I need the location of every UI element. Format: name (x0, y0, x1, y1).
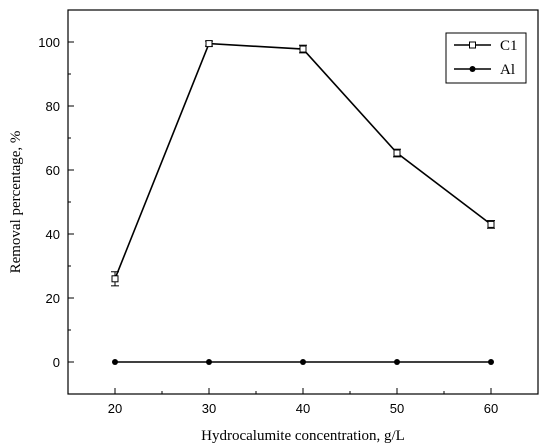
data-point-al (394, 359, 400, 365)
x-tick-label-40: 40 (296, 401, 310, 416)
y-tick-label-100: 100 (38, 35, 60, 50)
data-point-c1 (111, 275, 119, 283)
data-point-al (206, 359, 212, 365)
legend-al-label: Al (500, 62, 515, 78)
data-point-al (300, 359, 306, 365)
legend: C1 Al (445, 32, 527, 84)
data-point-al (112, 359, 118, 365)
x-axis-title: Hydrocalumite concentration, g/L (201, 428, 405, 444)
legend-c1-label: C1 (500, 38, 518, 54)
data-point-c1 (487, 220, 495, 228)
x-axis-ticks: 20 30 40 50 60 (67, 388, 539, 416)
x-tick-label-50: 50 (390, 401, 404, 416)
data-point-c1 (393, 149, 401, 157)
data-point-c1 (205, 40, 213, 48)
data-point-al (488, 359, 494, 365)
legend-c1-marker (469, 41, 476, 49)
y-tick-label-40: 40 (46, 227, 60, 242)
x-tick-label-60: 60 (484, 401, 498, 416)
x-tick-label-20: 20 (108, 401, 122, 416)
x-tick-label-30: 30 (202, 401, 216, 416)
data-point-c1 (299, 45, 307, 53)
legend-al-marker (469, 66, 476, 72)
y-tick-label-20: 20 (46, 291, 60, 306)
series-c1-line (114, 42, 492, 280)
y-axis-title: Removal percentage, % (8, 131, 24, 274)
y-axis-ticks: 0 20 40 60 80 100 (38, 9, 74, 395)
series-layer (111, 40, 495, 365)
y-tick-label-60: 60 (46, 163, 60, 178)
y-tick-label-0: 0 (53, 355, 60, 370)
legend-box (445, 32, 527, 84)
y-tick-label-80: 80 (46, 99, 60, 114)
